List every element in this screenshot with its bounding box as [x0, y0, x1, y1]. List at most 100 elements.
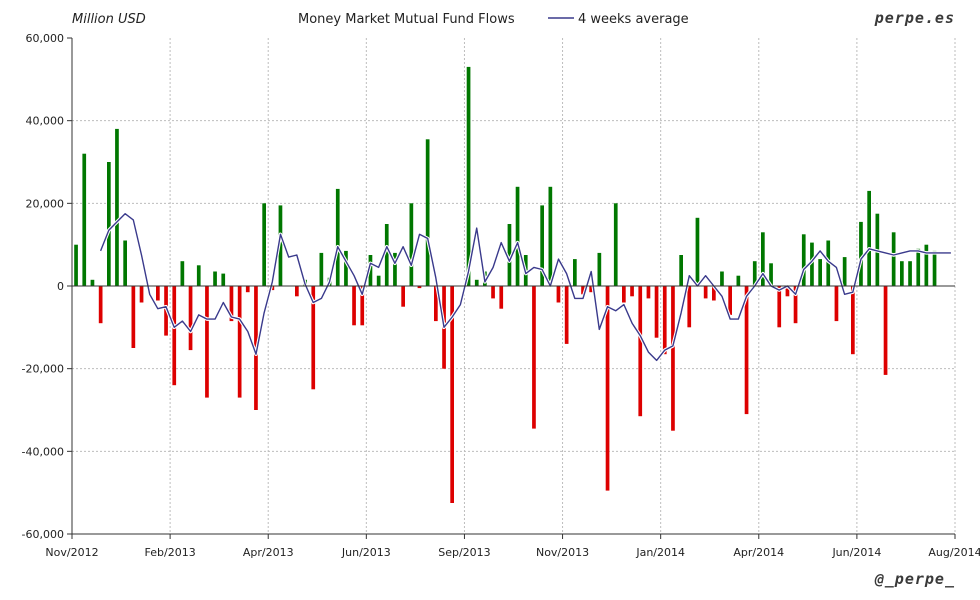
- flow-bar: [556, 286, 561, 303]
- flow-bar: [172, 286, 177, 386]
- flow-bar: [74, 244, 78, 286]
- flow-bar: [712, 286, 716, 301]
- flow-bar: [90, 279, 95, 286]
- flow-bar: [376, 275, 381, 286]
- flow-bar: [409, 203, 414, 286]
- flow-bar: [769, 263, 773, 286]
- flow-bar: [851, 286, 855, 355]
- x-tick-label: Nov/2012: [45, 546, 98, 559]
- x-tick-label: Jun/2014: [831, 546, 881, 559]
- flow-bar: [491, 286, 495, 299]
- flow-bar: [589, 286, 593, 293]
- flow-bar: [311, 286, 316, 390]
- flow-bar: [319, 252, 324, 286]
- flow-bar: [532, 286, 536, 429]
- flow-bar: [188, 286, 193, 351]
- flow-bar: [867, 190, 871, 286]
- y-tick-label: 60,000: [26, 32, 65, 45]
- average-line: [99, 213, 951, 362]
- unit-label: Million USD: [72, 12, 146, 27]
- flow-bar: [793, 286, 798, 324]
- flow-bar: [834, 286, 839, 322]
- y-tick-label: 20,000: [26, 197, 65, 210]
- flow-bar: [229, 286, 234, 322]
- brand-top: perpe.es: [874, 9, 955, 27]
- flow-bar: [744, 286, 749, 415]
- chart-title: Money Market Mutual Fund Flows: [298, 12, 515, 27]
- y-tick-label: -40,000: [22, 445, 64, 458]
- flow-bar: [646, 286, 651, 299]
- flow-bar: [515, 186, 520, 286]
- flow-bar: [932, 250, 937, 286]
- flow-bar: [213, 271, 217, 286]
- flow-bar: [613, 203, 618, 286]
- flow-bar: [450, 286, 454, 503]
- flow-bar: [205, 286, 209, 398]
- flow-bar: [237, 286, 242, 398]
- flow-bar: [679, 255, 683, 286]
- flow-bar: [548, 186, 553, 286]
- flow-bar: [123, 240, 127, 286]
- flow-bar: [82, 153, 87, 286]
- flow-bar: [900, 261, 904, 286]
- x-tick-label: Apr/2013: [243, 546, 294, 559]
- flow-bar: [221, 273, 226, 286]
- x-tick-label: Jun/2013: [341, 546, 391, 559]
- flow-bar: [581, 286, 585, 295]
- flow-bar: [499, 286, 504, 309]
- flow-bar: [540, 205, 544, 286]
- flow-bar: [801, 234, 806, 286]
- flow-bar: [417, 286, 422, 289]
- flow-bar: [156, 286, 160, 301]
- x-tick-label: Aug/2014: [928, 546, 980, 559]
- y-tick-label: -20,000: [22, 363, 64, 376]
- flow-bar: [883, 286, 888, 375]
- flow-bar: [720, 271, 724, 286]
- flow-bar: [842, 257, 847, 286]
- x-tick-label: Nov/2013: [536, 546, 589, 559]
- flow-bar: [638, 286, 643, 417]
- flow-bar: [98, 286, 103, 324]
- flow-bar: [622, 286, 626, 303]
- flow-bar: [785, 286, 790, 297]
- flow-bar: [196, 265, 201, 286]
- x-tick-label: Jan/2014: [635, 546, 685, 559]
- flow-bar: [344, 250, 348, 286]
- flow-bar: [131, 286, 136, 348]
- flow-bar: [262, 203, 266, 286]
- y-axis-ticks: 60,000 40,000 20,000 0 -20,000 -40,000 -60,000: [22, 32, 72, 541]
- flow-bar: [597, 252, 602, 286]
- flow-bar: [654, 286, 659, 338]
- flow-bar: [605, 286, 610, 491]
- flow-bar: [859, 221, 863, 286]
- flow-bar: [245, 286, 250, 293]
- flow-bar: [810, 242, 814, 286]
- flow-bar: [180, 261, 185, 286]
- flow-bar: [466, 66, 471, 287]
- flow-bar: [139, 286, 144, 303]
- flow-bar: [662, 286, 667, 355]
- flow-bar: [630, 286, 634, 297]
- legend-label: 4 weeks average: [578, 12, 689, 27]
- flow-bar: [752, 261, 757, 286]
- flow-bar: [777, 286, 782, 328]
- flow-bar: [335, 188, 340, 286]
- x-tick-label: Feb/2013: [145, 546, 196, 559]
- flow-bar: [384, 224, 389, 286]
- flow-bar: [425, 139, 430, 286]
- flow-bar: [908, 261, 912, 286]
- flow-bar: [695, 217, 700, 286]
- x-tick-label: Apr/2014: [733, 546, 784, 559]
- average-line-series: [98, 211, 951, 363]
- flow-bar: [703, 286, 708, 299]
- flow-bar: [368, 255, 373, 286]
- flow-bar: [115, 128, 119, 286]
- flow-bar: [573, 259, 577, 286]
- y-tick-label: -60,000: [22, 528, 64, 541]
- flow-bar: [728, 286, 732, 315]
- flow-bar: [891, 232, 896, 286]
- flow-bar: [401, 286, 405, 307]
- flow-bar: [818, 259, 822, 286]
